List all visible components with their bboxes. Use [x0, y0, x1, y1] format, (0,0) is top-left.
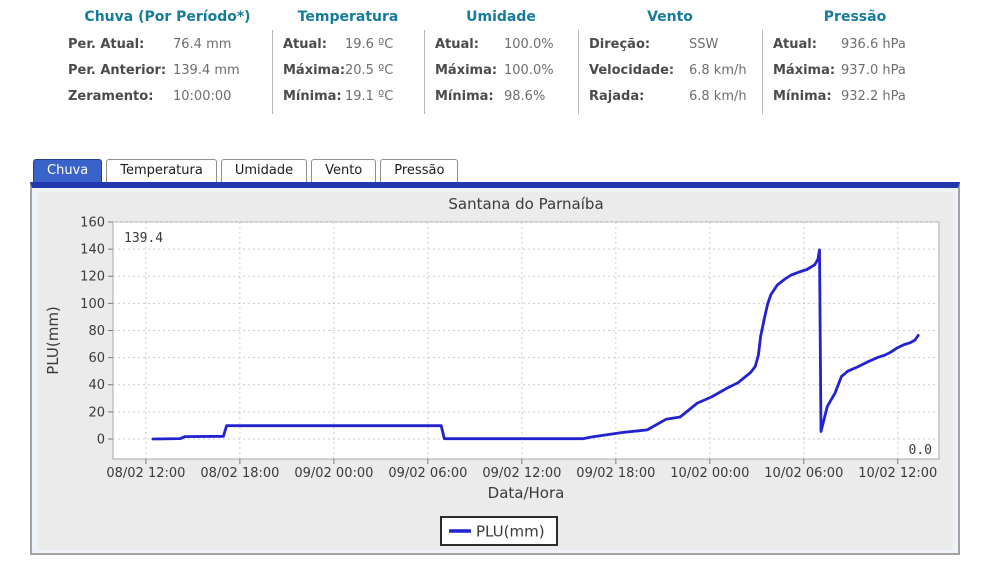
tab-vento[interactable]: Vento: [311, 159, 377, 182]
plu-line-series: [151, 248, 920, 441]
group-title-temperatura: Temperatura: [297, 9, 399, 25]
y-axis-label: PLU(mm): [44, 306, 62, 375]
tab-temperatura[interactable]: Temperatura: [106, 159, 217, 182]
table-row: Atual: 100.0%: [435, 32, 578, 58]
row-value: 20.5 ºC: [345, 63, 394, 78]
summary-group-temperatura: Temperatura Atual: 19.6 ºC Máxima: 20.5 …: [272, 6, 424, 114]
row-value: SSW: [689, 37, 719, 52]
row-value: 937.0 hPa: [841, 63, 906, 78]
x-tick-label: 09/02 06:00: [388, 466, 467, 481]
x-tick-label: 10/02 00:00: [670, 466, 749, 481]
x-tick-label: 09/02 12:00: [482, 466, 561, 481]
row-value: 932.2 hPa: [841, 89, 906, 104]
table-row: Direção: SSW: [589, 32, 762, 58]
tab-umidade[interactable]: Umidade: [220, 159, 308, 182]
row-value: 139.4 mm: [173, 63, 240, 78]
table-row: Per. Anterior: 139.4 mm: [68, 58, 272, 84]
x-tick-label: 08/02 12:00: [106, 466, 185, 481]
row-value: 100.0%: [504, 63, 554, 78]
summary-group-vento: Vento Direção: SSW Velocidade: 6.8 km/h …: [578, 6, 762, 114]
row-label: Mínima:: [283, 89, 342, 104]
row-label: Mínima:: [435, 89, 494, 104]
group-title-vento: Vento: [647, 9, 693, 25]
table-row: Atual: 19.6 ºC: [283, 32, 424, 58]
annotation-min: 0.0: [908, 443, 931, 458]
table-row: Velocidade: 6.8 km/h: [589, 58, 762, 84]
table-row: Mínima: 98.6%: [435, 84, 578, 110]
group-title-umidade: Umidade: [466, 9, 536, 25]
y-tick-label: 80: [88, 324, 105, 339]
row-value: 76.4 mm: [173, 37, 232, 52]
y-tick-label: 60: [88, 351, 105, 366]
table-row: Per. Atual: 76.4 mm: [68, 32, 272, 58]
row-value: 6.8 km/h: [689, 63, 747, 78]
row-label: Máxima:: [773, 63, 836, 78]
chart-title: Santana do Parnaíba: [448, 195, 603, 213]
x-tick-label: 10/02 12:00: [858, 466, 937, 481]
table-row: Zeramento: 10:00:00: [68, 84, 272, 110]
summary-group-chuva: Chuva (Por Período*) Per. Atual: 76.4 mm…: [63, 6, 272, 114]
row-label: Máxima:: [283, 63, 346, 78]
chart-tabs: Chuva Temperatura Umidade Vento Pressão: [33, 159, 459, 182]
row-label: Mínima:: [773, 89, 832, 104]
y-tick-label: 140: [80, 243, 105, 258]
row-value: 936.6 hPa: [841, 37, 906, 52]
row-label: Atual:: [283, 37, 327, 52]
row-label: Rajada:: [589, 89, 645, 104]
row-value: 10:00:00: [173, 89, 232, 104]
table-row: Mínima: 19.1 ºC: [283, 84, 424, 110]
rain-chart: Santana do Parnaíba 0 20 40 60 80 100 120 140 160…: [37, 192, 953, 550]
y-tick-label: 100: [80, 297, 105, 312]
summary-group-umidade: Umidade Atual: 100.0% Máxima: 100.0% Mín…: [424, 6, 578, 114]
row-label: Zeramento:: [68, 89, 154, 104]
row-label: Direção:: [589, 37, 651, 52]
x-tick-label: 08/02 18:00: [200, 466, 279, 481]
row-value: 19.1 ºC: [345, 89, 394, 104]
x-tick-label: 10/02 06:00: [764, 466, 843, 481]
y-tick-label: 20: [88, 405, 105, 420]
legend-label: PLU(mm): [476, 523, 545, 541]
row-label: Per. Anterior:: [68, 63, 167, 78]
y-tick-label: 40: [88, 378, 105, 393]
row-value: 98.6%: [504, 89, 546, 104]
annotation-max: 139.4: [124, 231, 163, 246]
y-tick-label: 160: [80, 216, 105, 231]
x-axis-label: Data/Hora: [487, 484, 564, 502]
table-row: Rajada: 6.8 km/h: [589, 84, 762, 110]
table-row: Máxima: 100.0%: [435, 58, 578, 84]
tab-pressao[interactable]: Pressão: [380, 159, 459, 182]
row-value: 100.0%: [504, 37, 554, 52]
row-value: 19.6 ºC: [345, 37, 394, 52]
tab-chuva[interactable]: Chuva: [33, 159, 103, 182]
group-title-pressao: Pressão: [823, 9, 887, 25]
row-label: Atual:: [435, 37, 479, 52]
summary-table: Chuva (Por Período*) Per. Atual: 76.4 mm…: [63, 6, 948, 114]
summary-group-pressao: Pressão Atual: 936.6 hPa Máxima: 937.0 h…: [762, 6, 948, 114]
row-label: Atual:: [773, 37, 817, 52]
x-tick-label: 09/02 18:00: [576, 466, 655, 481]
row-value: 6.8 km/h: [689, 89, 747, 104]
chart-panel: Santana do Parnaíba 0 20 40 60 80 100 120 140 160…: [30, 182, 960, 555]
y-tick-label: 0: [96, 432, 104, 447]
table-row: Mínima: 932.2 hPa: [773, 84, 948, 110]
table-row: Máxima: 937.0 hPa: [773, 58, 948, 84]
y-tick-label: 120: [80, 270, 105, 285]
table-row: Atual: 936.6 hPa: [773, 32, 948, 58]
plot-area: [112, 221, 939, 460]
x-tick-label: 09/02 00:00: [294, 466, 373, 481]
group-title-chuva: Chuva (Por Período*): [84, 9, 251, 25]
table-row: Máxima: 20.5 ºC: [283, 58, 424, 84]
row-label: Velocidade:: [589, 63, 675, 78]
row-label: Per. Atual:: [68, 37, 145, 52]
row-label: Máxima:: [435, 63, 498, 78]
